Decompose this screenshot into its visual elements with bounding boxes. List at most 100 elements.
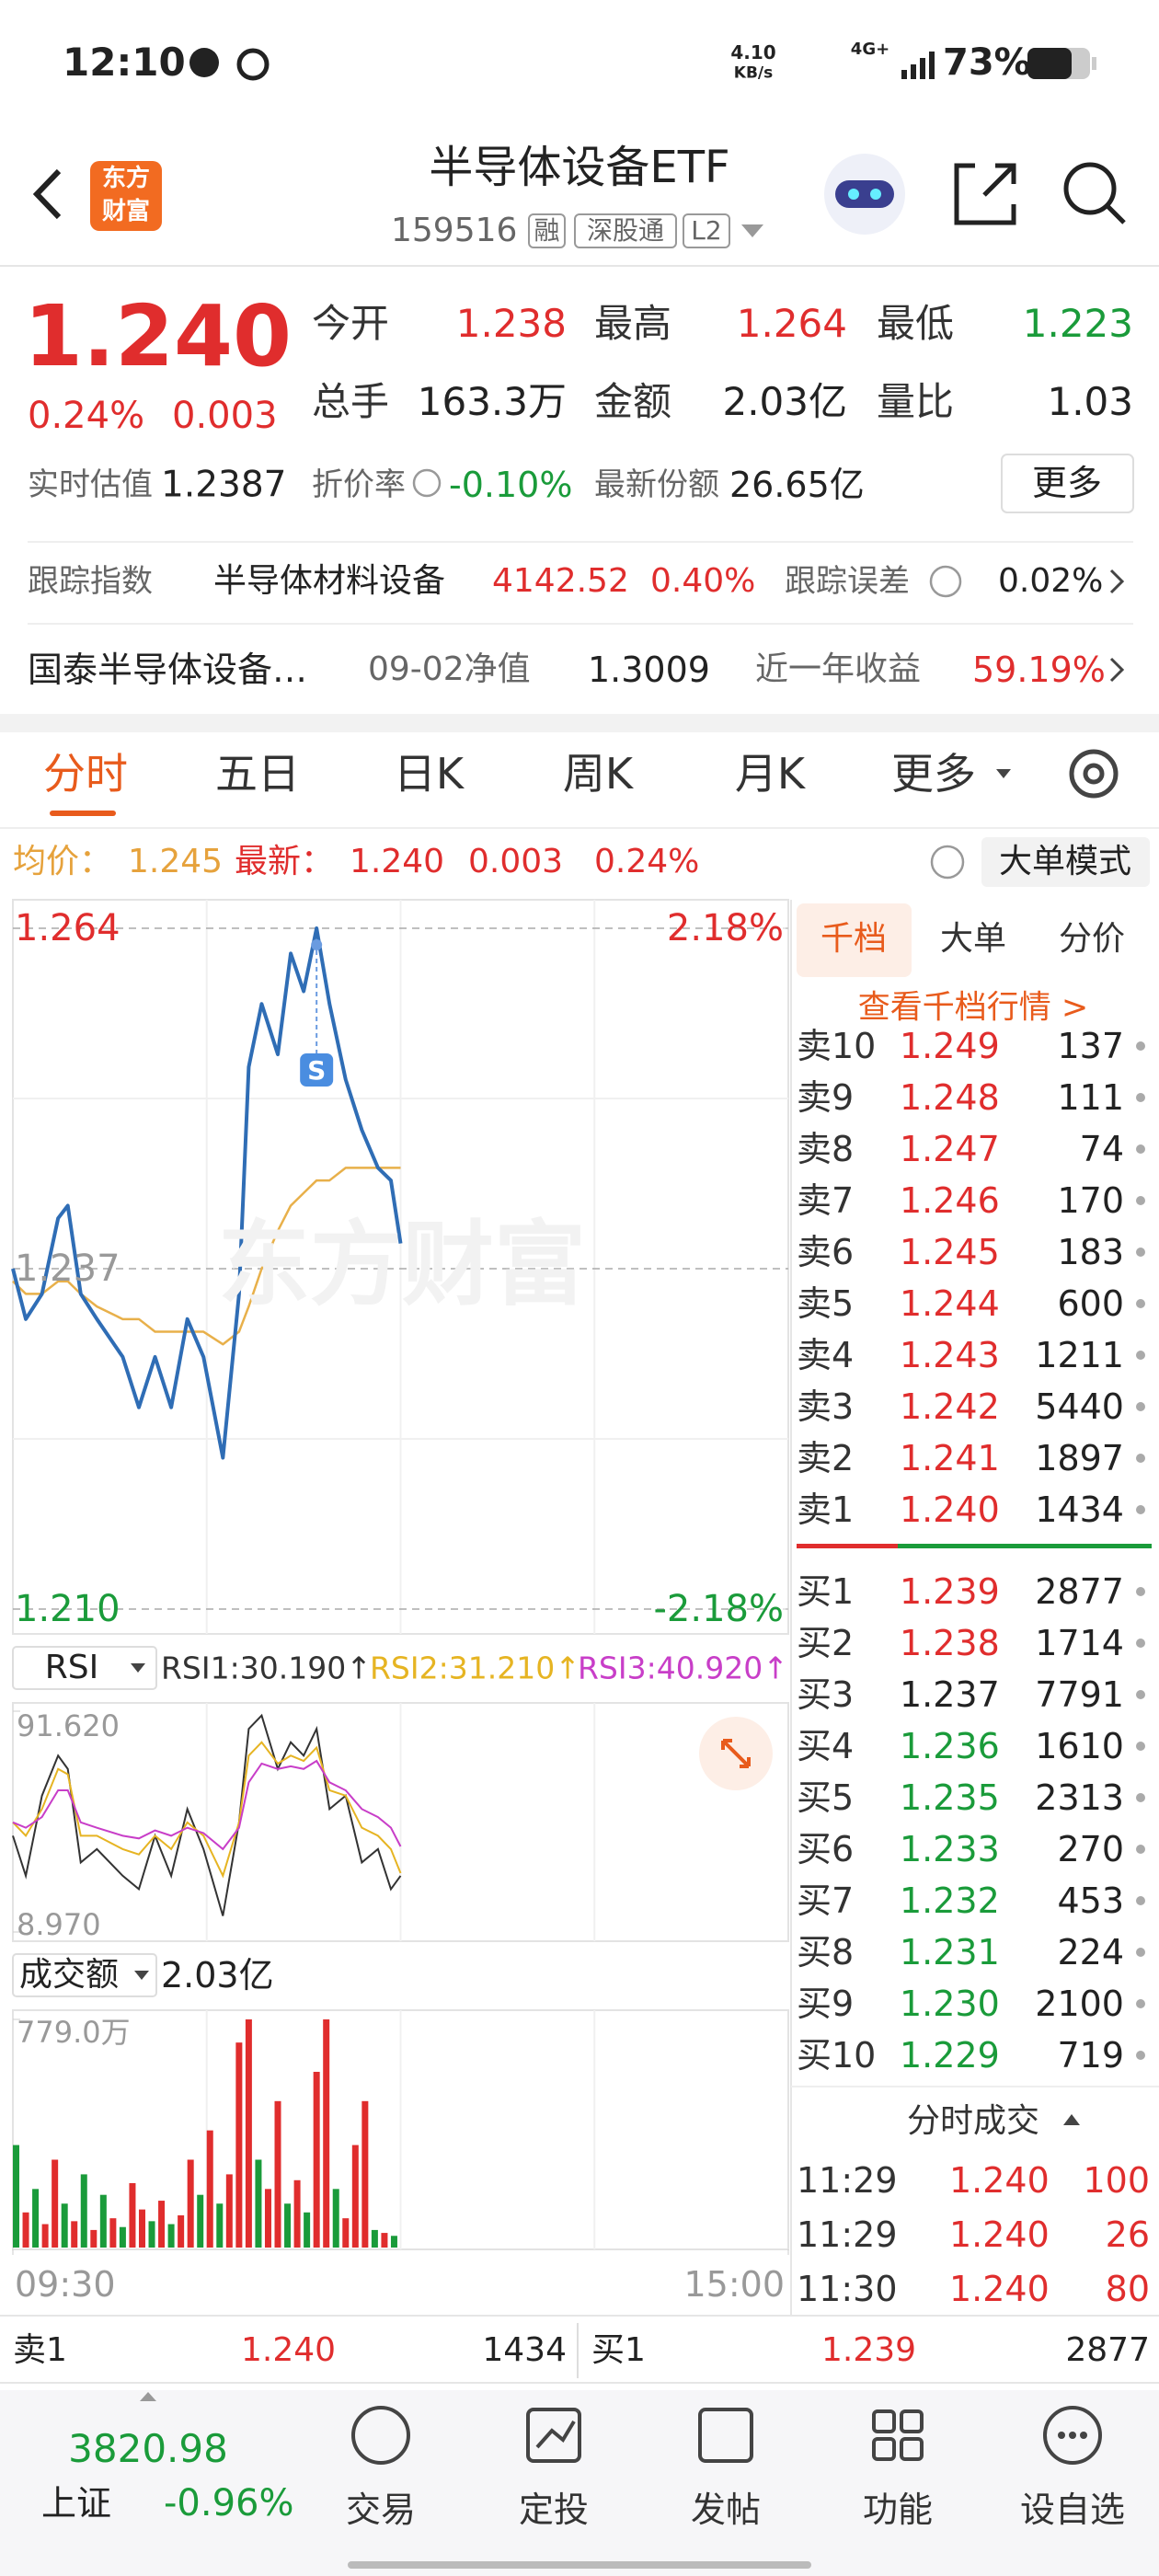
tab[interactable]: 五日 bbox=[215, 749, 300, 799]
level-dot bbox=[1136, 1454, 1145, 1463]
volume-bar bbox=[90, 2229, 98, 2248]
volume-bar bbox=[178, 2214, 185, 2248]
book-tab[interactable]: 千档 bbox=[820, 920, 888, 958]
help-icon[interactable] bbox=[929, 565, 962, 598]
trade-icon[interactable] bbox=[351, 2406, 410, 2465]
level-label: 买1 bbox=[797, 1571, 855, 1612]
expand-icon bbox=[721, 1739, 751, 1768]
level-volume: 270 bbox=[1057, 1829, 1124, 1869]
info-icon[interactable] bbox=[412, 468, 442, 498]
level-dot bbox=[1136, 1248, 1145, 1257]
level-price: 1.244 bbox=[900, 1283, 1000, 1324]
tag-box bbox=[528, 213, 566, 248]
selector-box[interactable] bbox=[12, 1953, 157, 1997]
level-volume: 453 bbox=[1057, 1880, 1124, 1921]
indicator-selector[interactable]: RSI bbox=[44, 1649, 99, 1686]
volume-bar bbox=[264, 2189, 271, 2248]
book-link[interactable]: 查看千档行情 > bbox=[857, 989, 1089, 1027]
index-value: 4142.52 bbox=[492, 562, 629, 600]
level-volume: 1434 bbox=[1035, 1489, 1124, 1530]
volume-bar bbox=[304, 2212, 311, 2248]
level-price: 1.233 bbox=[900, 1829, 1000, 1869]
tab[interactable]: 月K bbox=[734, 749, 806, 799]
invest-icon[interactable] bbox=[526, 2408, 581, 2463]
stat-label: 最低 bbox=[877, 301, 955, 346]
function-icon[interactable] bbox=[872, 2409, 924, 2461]
label: 跟踪指数 bbox=[28, 563, 153, 600]
volume-bar bbox=[274, 2100, 281, 2248]
more-button[interactable] bbox=[1001, 454, 1134, 513]
level-price: 1.239 bbox=[900, 1571, 1000, 1612]
share-button[interactable] bbox=[954, 163, 1016, 225]
dropdown-arrow[interactable] bbox=[996, 769, 1011, 778]
more-button[interactable]: 更多 bbox=[1031, 463, 1103, 503]
level-label: 买4 bbox=[797, 1726, 855, 1766]
stat-label: 金额 bbox=[594, 379, 672, 424]
nav-item[interactable]: 发帖 bbox=[690, 2490, 762, 2530]
index-value[interactable]: 3820.98 bbox=[68, 2426, 228, 2471]
book-tab[interactable]: 分价 bbox=[1058, 920, 1126, 958]
tab[interactable]: 日K bbox=[393, 749, 465, 799]
tag: 融 bbox=[534, 215, 560, 246]
book-tab[interactable]: 大单 bbox=[939, 920, 1007, 958]
level-price: 1.249 bbox=[900, 1026, 1000, 1066]
level-dot bbox=[1136, 1505, 1145, 1514]
level-price: 1.230 bbox=[900, 1984, 1000, 2024]
tab[interactable]: 更多 bbox=[891, 749, 976, 799]
invest-icon-line bbox=[535, 2420, 576, 2449]
marker-label: S bbox=[307, 1055, 327, 1086]
level-label: 买9 bbox=[797, 1984, 855, 2024]
level-volume: 1897 bbox=[1035, 1438, 1124, 1478]
nav-item[interactable]: 定投 bbox=[518, 2490, 590, 2530]
mode-button[interactable] bbox=[981, 837, 1150, 887]
net-unit: KB/s bbox=[733, 63, 774, 83]
watchlist-icon[interactable] bbox=[1043, 2406, 1102, 2465]
level-label: 买2 bbox=[797, 1623, 855, 1663]
stat-value: 1.223 bbox=[1022, 301, 1133, 346]
volume-bar bbox=[255, 2159, 262, 2248]
selector-box[interactable] bbox=[12, 1646, 157, 1690]
dropdown-arrow[interactable] bbox=[741, 224, 763, 237]
nav-item[interactable]: 交易 bbox=[345, 2490, 417, 2530]
volume-bar bbox=[138, 2209, 145, 2248]
level-dot bbox=[1136, 1690, 1145, 1699]
help-icon[interactable] bbox=[930, 845, 965, 880]
chevron[interactable] bbox=[1109, 569, 1125, 594]
level-volume: 224 bbox=[1057, 1932, 1124, 1972]
sort-arrow[interactable] bbox=[1063, 2114, 1080, 2125]
expand-arrow[interactable] bbox=[140, 2392, 156, 2401]
x-tick-label: 09:30 bbox=[15, 2264, 116, 2305]
y-tick-label: 779.0万 bbox=[17, 2015, 131, 2050]
back-button[interactable] bbox=[32, 168, 62, 220]
settings-button[interactable] bbox=[1069, 749, 1119, 799]
indicator-selector[interactable]: 成交额 bbox=[19, 1956, 120, 1994]
tab[interactable]: 分时 bbox=[43, 749, 128, 799]
chevron[interactable] bbox=[1109, 657, 1125, 683]
fund-name[interactable]: 国泰半导体设备… bbox=[28, 650, 308, 690]
level-price: 1.232 bbox=[900, 1880, 1000, 1921]
info-latest: 1.240 bbox=[350, 843, 445, 880]
search-button[interactable] bbox=[1063, 162, 1126, 224]
volume-bar bbox=[323, 2019, 330, 2248]
logo[interactable] bbox=[90, 161, 162, 231]
level-dot bbox=[1136, 1144, 1145, 1154]
nav-item[interactable]: 设自选 bbox=[1019, 2490, 1126, 2530]
trade-price: 1.240 bbox=[949, 2160, 1050, 2201]
mode-button[interactable]: 大单模式 bbox=[998, 843, 1132, 880]
info-avg-label: 均价： bbox=[13, 843, 113, 880]
stat-value: 1.03 bbox=[1047, 379, 1133, 424]
post-icon[interactable] bbox=[698, 2408, 753, 2463]
change: 0.003 bbox=[172, 395, 278, 437]
net-speed: 4.10 bbox=[730, 41, 776, 63]
volume-bar bbox=[158, 2201, 166, 2248]
tab[interactable]: 周K bbox=[562, 749, 634, 799]
level-dot bbox=[1136, 1793, 1145, 1802]
volume-bar bbox=[390, 2236, 397, 2248]
trades-title[interactable]: 分时成交 bbox=[906, 2102, 1040, 2140]
nav-item[interactable]: 功能 bbox=[862, 2490, 934, 2530]
stat-label: 总手 bbox=[312, 379, 390, 424]
x-tick-label: 15:00 bbox=[683, 2264, 785, 2305]
label: 卖1 bbox=[13, 2331, 67, 2369]
level-label: 买5 bbox=[797, 1777, 855, 1818]
